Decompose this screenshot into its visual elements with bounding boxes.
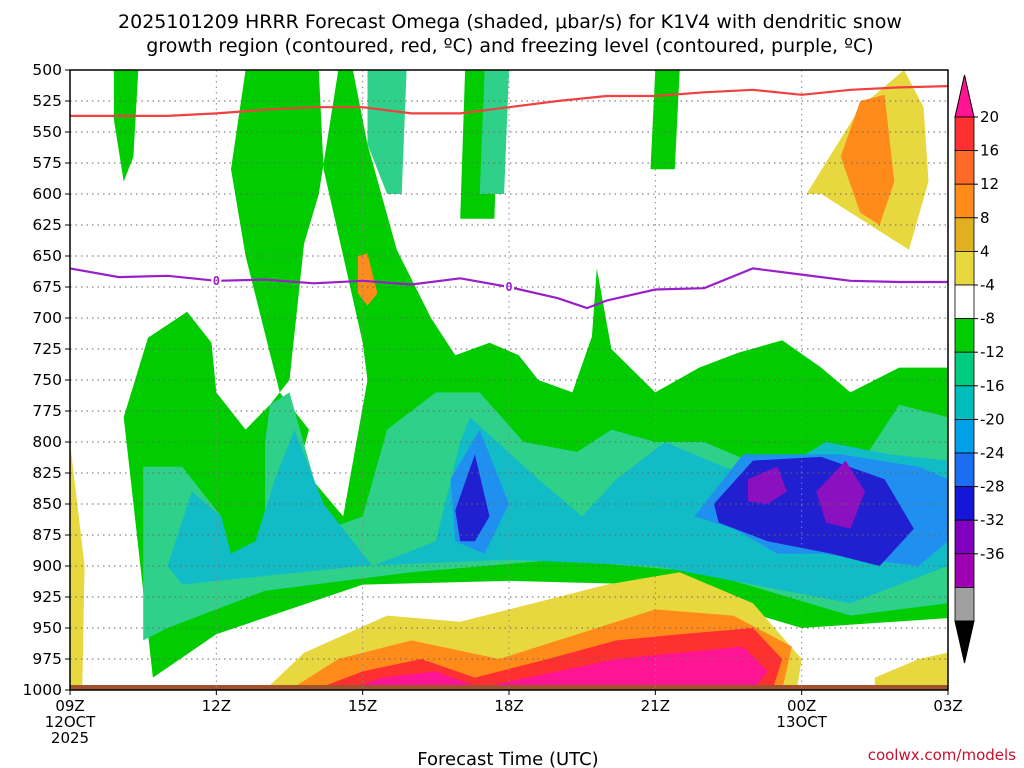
colorbar-label-0: 20 (980, 108, 999, 126)
colorbar-swatch-5 (954, 250, 975, 286)
x-tick-label-4: 21Z (641, 697, 670, 715)
omega-region-17 (70, 442, 85, 690)
colorbar-swatch-11 (954, 452, 975, 487)
colorbar-label-7: -12 (980, 343, 1005, 361)
omega-region-7 (167, 417, 949, 604)
omega-region-15 (840, 94, 895, 225)
y-tick-label-1: 525 (32, 92, 62, 110)
colorbar-label-12: -32 (980, 511, 1005, 529)
colorbar-label-13: -36 (980, 545, 1005, 563)
y-tick-label-3: 575 (32, 154, 62, 172)
omega-region-12 (748, 466, 787, 504)
colorbar-swatch-8 (954, 351, 975, 387)
y-tick-label-9: 725 (32, 340, 62, 358)
colorbar-label-2: 12 (980, 175, 999, 193)
freezing-level-label-0: 0 (213, 274, 220, 288)
x-tick-label-3: 18Z (494, 697, 523, 715)
colorbar-swatch-9 (954, 385, 975, 420)
colorbar-label-3: 8 (980, 209, 990, 227)
colorbar-label-6: -8 (980, 310, 995, 328)
y-tick-label-19: 975 (32, 650, 62, 668)
x-tick-label-5: 00Z (787, 697, 816, 715)
x-tick-label-2: 15Z (348, 697, 377, 715)
colorbar-swatch-6 (954, 284, 975, 319)
chart-title-line2: growth region (contoured, red, ºC) and f… (146, 35, 873, 57)
colorbar-swatch-1 (954, 116, 975, 151)
x-tick-date-5: 13OCT (776, 713, 827, 731)
y-tick-label-18: 950 (32, 619, 62, 637)
credit-text: coolwx.com/models (868, 746, 1016, 764)
colorbar-legend: 20 16 12 8 4 -4 -8 -12 -16 -20 -24 -28 -32 -36 (954, 74, 1005, 664)
colorbar-swatch-10 (954, 418, 975, 454)
y-tick-label-4: 600 (32, 185, 62, 203)
freezing-label-bg-0 (211, 273, 222, 287)
y-tick-label-17: 925 (32, 588, 62, 606)
x-tick-label-0: 09Z (55, 697, 84, 715)
colorbar-label-11: -28 (980, 478, 1005, 496)
x-tick-label-1: 12Z (202, 697, 231, 715)
omega-region-21 (348, 646, 768, 690)
freezing-label-bg-1 (504, 280, 514, 293)
y-tick-label-6: 650 (32, 247, 62, 265)
freezing-level-line (69, 267, 948, 310)
x-tick-label-6: 03Z (933, 697, 962, 715)
colorbar-swatch-14 (954, 553, 975, 588)
y-tick-label-8: 700 (32, 309, 62, 327)
x-tick-date-0: 12OCT (45, 713, 96, 731)
colorbar-swatch-4 (954, 217, 975, 252)
omega-region-13 (816, 460, 866, 529)
freezing-level-label-1: 0 (505, 280, 512, 294)
y-tick-label-7: 675 (32, 278, 62, 296)
y-tick-label-13: 825 (32, 464, 62, 482)
y-tick-label-20: 1000 (23, 681, 62, 699)
omega-region-1 (113, 70, 139, 182)
y-tick-label-5: 625 (32, 216, 62, 234)
x-axis-label: Forecast Time (UTC) (417, 749, 598, 768)
y-tick-label-16: 900 (32, 557, 62, 575)
y-tick-label-15: 875 (32, 526, 62, 544)
colorbar-swatch-2 (954, 150, 975, 185)
y-tick-label-2: 550 (32, 123, 62, 141)
omega-region-5 (367, 70, 407, 194)
colorbar-top-arrow (954, 74, 975, 118)
y-tick-label-12: 800 (32, 433, 62, 451)
colorbar-label-9: -20 (980, 410, 1005, 428)
colorbar-label-5: -4 (980, 276, 995, 294)
pressure-axis: 500 525 550 575 600 625 650 675 700 725 750 775 800 8… (23, 61, 70, 699)
omega-region-10 (455, 454, 490, 542)
y-tick-label-0: 500 (32, 61, 62, 79)
y-tick-label-11: 775 (32, 402, 62, 420)
colorbar-swatch-3 (954, 183, 975, 219)
colorbar-swatch-13 (954, 519, 975, 555)
x-tick-year-0: 2025 (51, 729, 89, 747)
colorbar-label-1: 16 (980, 142, 999, 160)
colorbar-swatch-15 (954, 587, 975, 622)
colorbar-label-10: -24 (980, 444, 1005, 462)
colorbar-label-4: 4 (980, 242, 990, 260)
y-tick-label-14: 850 (32, 495, 62, 513)
colorbar-bottom-arrow (954, 620, 975, 664)
omega-region-22 (874, 652, 948, 690)
dgz-contour-line (70, 85, 949, 117)
chart-title-line1: 2025101209 HRRR Forecast Omega (shaded, … (118, 11, 902, 33)
colorbar-swatch-7 (954, 318, 975, 353)
colorbar-label-8: -16 (980, 377, 1005, 395)
colorbar-swatch-12 (954, 486, 975, 521)
y-tick-label-10: 750 (32, 371, 62, 389)
omega-region-16 (357, 253, 378, 306)
omega-shading (70, 70, 949, 690)
